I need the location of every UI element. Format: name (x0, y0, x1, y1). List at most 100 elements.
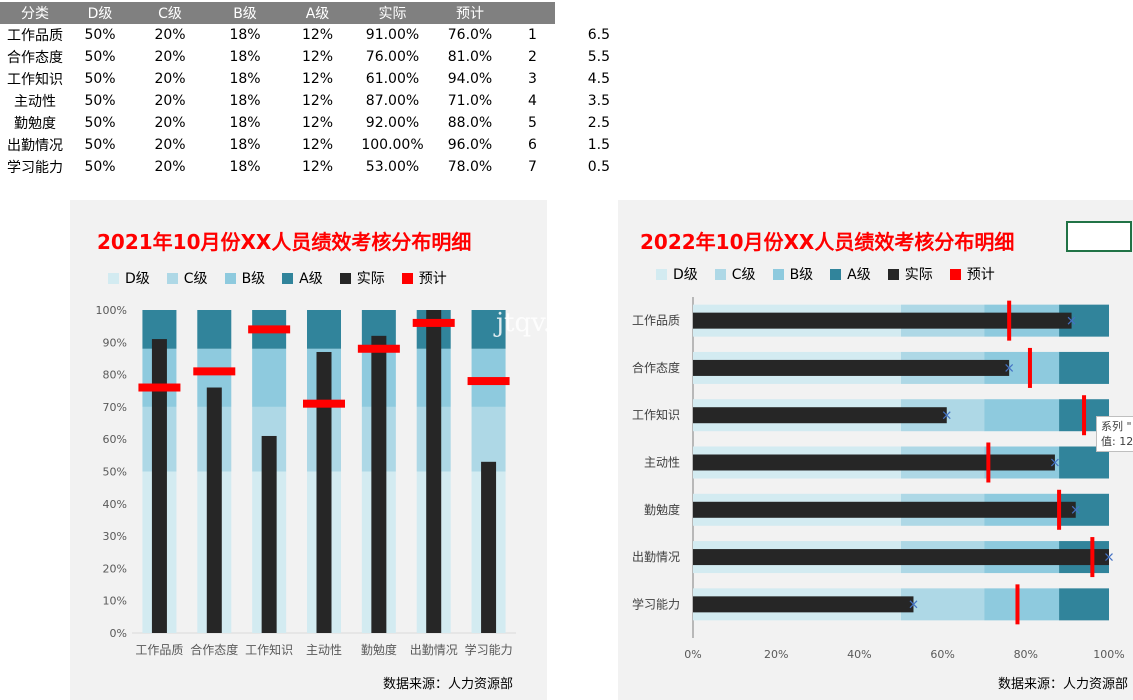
legend-item-actual: 实际 (339, 268, 385, 288)
watermark: jtqv.com (496, 308, 606, 338)
table-header-row: 分类 D级 C级 B级 A级 实际 预计 (0, 2, 610, 24)
chart-2021-panel[interactable]: 2021年10月份XX人员绩效考核分布明细 D级 C级 B级 A级 实际 预计 … (70, 200, 547, 700)
legend-label: 实际 (356, 271, 385, 287)
target-marker (1015, 584, 1020, 625)
legend-swatch (282, 272, 294, 284)
table-cell: 50% (84, 27, 116, 43)
table-body: 工作品质 50% 20% 18% 12% 91.00% 76.0% 1 6.5 合作态度 50% 20… (0, 24, 610, 178)
chart-title: 2022年10月份XX人员绩效考核分布明细 (640, 230, 1015, 254)
table-cell: 3.5 (587, 93, 610, 109)
data-source: 数据来源：人力资源部 (383, 677, 514, 692)
table-cell: 100.00% (361, 137, 424, 153)
table-cell: 71.0% (447, 93, 493, 109)
y-tick-label: 40% (103, 498, 127, 511)
table-cell: 92.00% (365, 115, 420, 131)
band-a-bar (197, 310, 232, 349)
y-tick-label: 30% (103, 530, 127, 543)
table-cell: 96.0% (447, 137, 493, 153)
band-c-bar (471, 406, 506, 472)
table-cell: 12% (301, 137, 334, 153)
table-row: 主动性 50% 20% 18% 12% 87.00% 71.0% 4 3.5 (0, 90, 610, 112)
legend-item-actual: 实际 (887, 264, 933, 284)
band-b-bar (984, 588, 1060, 621)
table-cell: 20% (154, 93, 186, 109)
legend-label: C级 (183, 271, 208, 287)
target-marker (303, 399, 345, 408)
legend-swatch (401, 272, 413, 284)
table-cell: 3 (528, 71, 537, 87)
y-tick-label: 80% (103, 369, 127, 382)
actual-bar (693, 596, 914, 613)
x-tick-label: 0% (684, 648, 701, 661)
table-cell: 2.5 (587, 115, 610, 131)
target-marker (1027, 347, 1032, 388)
table-cell: 2 (528, 49, 537, 65)
band-b-bar (984, 399, 1060, 432)
y-tick-label: 主动性 (644, 456, 680, 470)
x-tick-label: 40% (847, 648, 871, 661)
x-tick-label: 主动性 (306, 643, 342, 657)
table-cell: 18% (229, 115, 261, 131)
table-cell: 18% (229, 93, 261, 109)
band-a-bar (307, 310, 341, 349)
target-marker (986, 442, 991, 483)
actual-end-marker (1105, 553, 1113, 561)
table-cell: 4 (528, 93, 537, 109)
table-row: 工作品质 50% 20% 18% 12% 91.00% 76.0% 1 6.5 (0, 24, 610, 46)
table-cell: 76.00% (365, 49, 420, 65)
table-cell: 学习能力 (7, 160, 63, 176)
table-cell: 6 (528, 137, 537, 153)
target-marker (467, 377, 510, 386)
cell-selection-box[interactable] (1066, 221, 1132, 252)
table-header: 预计 (430, 2, 510, 24)
legend-label: 预计 (418, 271, 447, 287)
table-header: 分类 (0, 2, 70, 24)
table-cell: 6.5 (587, 27, 610, 43)
table-cell: 88.0% (447, 115, 493, 131)
y-tick-label: 90% (103, 336, 127, 349)
legend-label: C级 (731, 267, 756, 283)
table-row: 工作知识 50% 20% 18% 12% 61.00% 94.0% 3 4.5 (0, 68, 610, 90)
legend-item-a: A级 (830, 264, 871, 284)
legend-item-target: 预计 (401, 268, 447, 288)
chart-tooltip: 系列 " 值: 12 (1096, 416, 1133, 452)
table-cell: 12% (301, 159, 334, 175)
legend-label: 实际 (904, 267, 933, 283)
band-b-bar (252, 348, 287, 407)
legend-label: A级 (847, 267, 871, 283)
table-cell: 76.0% (447, 27, 493, 43)
table-header: 实际 (355, 2, 430, 24)
chart-legend: D级 C级 B级 A级 实际 预计 (108, 268, 464, 288)
y-tick-label: 20% (103, 562, 127, 575)
table-cell: 81.0% (447, 49, 493, 65)
actual-bar (316, 351, 332, 633)
legend-swatch (949, 268, 961, 280)
tooltip-series: 系列 " (1101, 420, 1132, 433)
table-cell: 20% (154, 137, 186, 153)
legend-item-d: D级 (108, 268, 150, 288)
target-marker (1082, 395, 1087, 436)
table-cell: 18% (229, 27, 261, 43)
legend-item-c: C级 (166, 268, 208, 288)
actual-bar (481, 461, 497, 633)
legend-swatch (224, 272, 236, 284)
table-cell: 20% (154, 27, 186, 43)
table-cell: 50% (84, 49, 116, 65)
table-row: 学习能力 50% 20% 18% 12% 53.00% 78.0% 7 0.5 (0, 156, 610, 178)
chart-2022-plot: 0% 20% 40% 60% 80% 100% 工作品质合作态度工作知识主动性勤勉度出勤情况… (632, 297, 1125, 661)
legend-item-b: B级 (224, 268, 266, 288)
table-cell: 7 (528, 159, 537, 175)
table-cell: 5 (528, 115, 537, 131)
legend-item-c: C级 (714, 264, 756, 284)
x-tick-label: 工作知识 (245, 643, 293, 657)
tooltip-value: 值: 12 (1101, 435, 1133, 448)
chart-2022-panel[interactable]: 2022年10月份XX人员绩效考核分布明细 D级 C级 B级 A级 实际 预计 … (618, 200, 1133, 700)
actual-end-marker (1071, 505, 1080, 514)
band-a-bar (1059, 351, 1109, 384)
table-cell: 50% (84, 71, 116, 87)
legend-swatch (656, 268, 667, 280)
table-cell: 12% (301, 115, 334, 131)
actual-end-marker (1005, 364, 1014, 372)
legend-label: B级 (241, 271, 266, 287)
target-marker (193, 367, 236, 376)
